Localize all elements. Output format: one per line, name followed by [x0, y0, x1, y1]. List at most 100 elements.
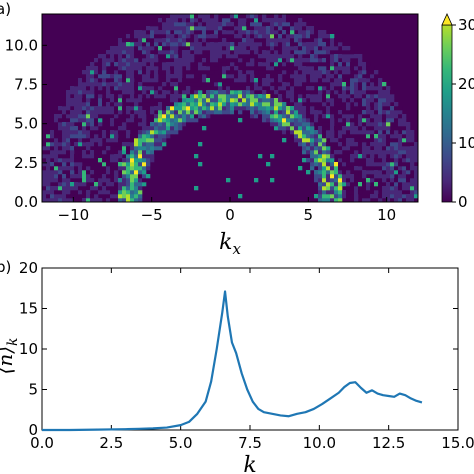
- heatmap-cell: [326, 74, 331, 79]
- heatmap-cell: [366, 158, 371, 163]
- heatmap-cell: [378, 154, 383, 159]
- heatmap-cell: [406, 134, 411, 139]
- heatmap-cell: [230, 34, 235, 39]
- heatmap-cell: [130, 114, 135, 119]
- heatmap-cell: [162, 102, 167, 107]
- heatmap-cell: [42, 166, 47, 171]
- heatmap-cell: [186, 54, 191, 59]
- heatmap-cell: [238, 82, 243, 87]
- heatmap-cell: [74, 126, 79, 131]
- heatmap-cell: [174, 122, 179, 127]
- heatmap-cell: [214, 86, 219, 91]
- heatmap-cell: [290, 110, 295, 115]
- heatmap-cell: [266, 54, 271, 59]
- heatmap-cell: [158, 126, 163, 131]
- heatmap-cell: [330, 94, 335, 99]
- heatmap-cell: [166, 22, 171, 27]
- heatmap-cell: [386, 166, 391, 171]
- heatmap-cell: [166, 122, 171, 127]
- heatmap-cell: [302, 146, 307, 151]
- heatmap-cell: [194, 98, 199, 103]
- heatmap-cell: [306, 134, 311, 139]
- heatmap-cell: [378, 142, 383, 147]
- heatmap-cell: [74, 162, 79, 167]
- heatmap-cell: [118, 150, 123, 155]
- heatmap-cell: [114, 110, 119, 115]
- heatmap-cell: [222, 66, 227, 71]
- heatmap-cell: [410, 158, 415, 163]
- heatmap-cell: [298, 42, 303, 47]
- heatmap-cell: [242, 14, 247, 19]
- heatmap-cell: [386, 98, 391, 103]
- heatmap-cell: [154, 70, 159, 75]
- heatmap-cell: [198, 86, 203, 91]
- heatmap-cell: [278, 18, 283, 23]
- heatmap-cell: [190, 58, 195, 63]
- heatmap-cell: [82, 74, 87, 79]
- heatmap-cell: [162, 66, 167, 71]
- heatmap-cell: [226, 102, 231, 107]
- heatmap-cell: [294, 138, 299, 143]
- heatmap-cell: [282, 106, 287, 111]
- heatmap-cell: [370, 126, 375, 131]
- heatmap-cell: [310, 134, 315, 139]
- heatmap-cell: [338, 42, 343, 47]
- heatmap-cell: [46, 182, 51, 187]
- heatmap-cell: [142, 74, 147, 79]
- heatmap-cell: [206, 110, 211, 115]
- heatmap-cell: [174, 110, 179, 115]
- heatmap-cell: [166, 94, 171, 99]
- heatmap-cell: [42, 178, 47, 183]
- heatmap-cell: [230, 74, 235, 79]
- heatmap-cell: [342, 170, 347, 175]
- heatmap-cell: [402, 182, 407, 187]
- heatmap-cell: [286, 18, 291, 23]
- heatmap-cell: [314, 194, 319, 199]
- heatmap-cell: [198, 102, 203, 107]
- heatmap-cell: [250, 14, 255, 19]
- heatmap-cell: [246, 30, 251, 35]
- heatmap-cell: [182, 50, 187, 55]
- heatmap-cell: [406, 154, 411, 159]
- heatmap-cell: [110, 190, 115, 195]
- heatmap-cell: [142, 110, 147, 115]
- heatmap-cell: [150, 102, 155, 107]
- heatmap-cell: [378, 114, 383, 119]
- heatmap-cell: [154, 82, 159, 87]
- heatmap-cell: [394, 182, 399, 187]
- heatmap-cell: [130, 38, 135, 43]
- heatmap-cell: [62, 166, 67, 171]
- heatmap-cell: [358, 162, 363, 167]
- heatmap-cell: [82, 174, 87, 179]
- heatmap-cell: [270, 110, 275, 115]
- heatmap-cell: [70, 134, 75, 139]
- heatmap-cell: [254, 110, 259, 115]
- heatmap-cell: [330, 46, 335, 51]
- heatmap-cell: [286, 82, 291, 87]
- heatmap-cell: [46, 130, 51, 135]
- heatmap-cell: [178, 14, 183, 19]
- heatmap-cell: [46, 138, 51, 143]
- heatmap-cell: [334, 86, 339, 91]
- heatmap-cell: [222, 102, 227, 107]
- heatmap-cell: [98, 54, 103, 59]
- heatmap-cell: [250, 102, 255, 107]
- heatmap-cell: [50, 194, 55, 199]
- heatmap-cell: [142, 126, 147, 131]
- heatmap-cell: [106, 134, 111, 139]
- heatmap-y-tick-label: 0.0: [14, 193, 38, 211]
- heatmap-cell: [358, 110, 363, 115]
- heatmap-cell: [266, 34, 271, 39]
- heatmap-cell: [370, 134, 375, 139]
- heatmap-cell: [66, 150, 71, 155]
- heatmap-cell: [342, 50, 347, 55]
- heatmap-cell: [142, 154, 147, 159]
- heatmap-cell: [402, 146, 407, 151]
- heatmap-cell: [294, 82, 299, 87]
- heatmap-cell: [314, 70, 319, 75]
- heatmap-cell: [298, 18, 303, 23]
- heatmap-cell: [246, 102, 251, 107]
- heatmap-cell: [66, 106, 71, 111]
- heatmap-cell: [282, 70, 287, 75]
- heatmap-cell: [174, 26, 179, 31]
